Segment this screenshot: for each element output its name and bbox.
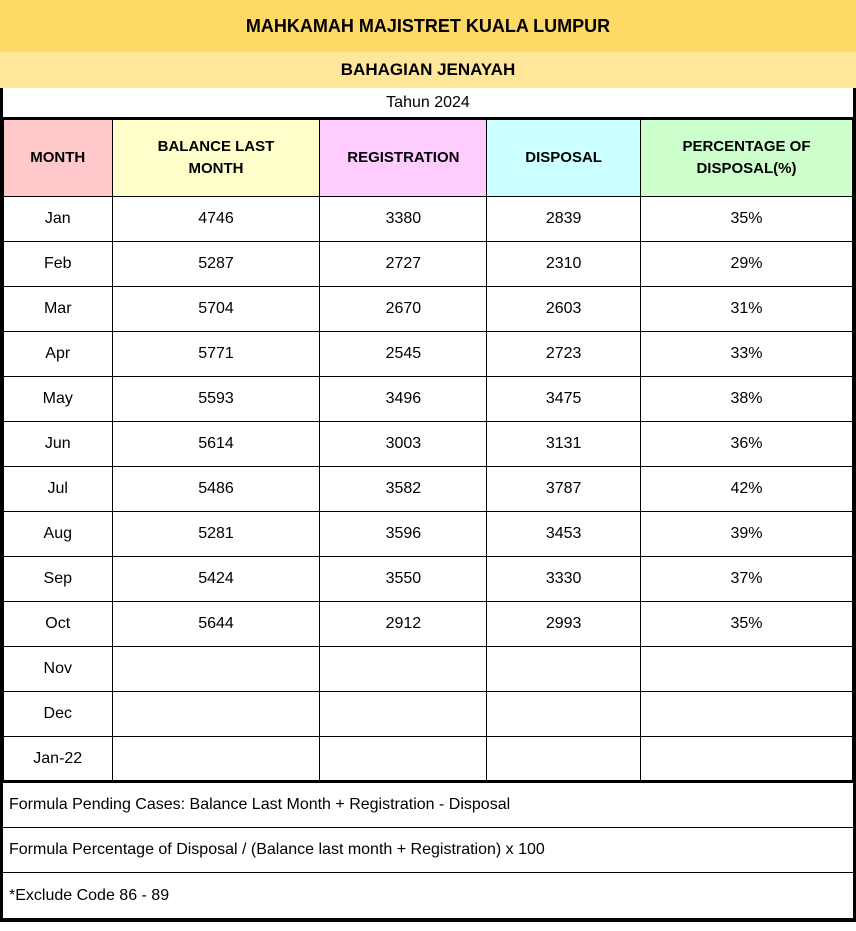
cell-month: Jan bbox=[3, 196, 113, 242]
cell-month: Sep bbox=[3, 556, 113, 602]
formula-percentage-note: Formula Percentage of Disposal / (Balanc… bbox=[3, 828, 853, 873]
cell-registration: 2545 bbox=[319, 331, 488, 377]
cell-balance-last-month: 5614 bbox=[111, 421, 321, 467]
cell-disposal bbox=[486, 646, 641, 692]
col-header-disposal: DISPOSAL bbox=[486, 118, 641, 197]
cell-balance-last-month: 5424 bbox=[111, 556, 321, 602]
table-row: Mar 5704 2670 2603 31% bbox=[3, 286, 854, 332]
col-header-balance-label: BALANCE LAST MONTH bbox=[157, 138, 275, 177]
table-row: May 5593 3496 3475 38% bbox=[3, 376, 854, 422]
cell-registration: 2670 bbox=[319, 286, 488, 332]
table-row: Sep 5424 3550 3330 37% bbox=[3, 556, 854, 602]
cell-balance-last-month bbox=[111, 736, 321, 782]
cell-registration: 3003 bbox=[319, 421, 488, 467]
report-year: Tahun 2024 bbox=[3, 88, 853, 117]
cell-balance-last-month: 5281 bbox=[111, 511, 321, 557]
col-header-balance-last-month: BALANCE LAST MONTH bbox=[111, 118, 321, 197]
cell-month: Jun bbox=[3, 421, 113, 467]
cell-balance-last-month bbox=[111, 691, 321, 737]
cell-percentage-of-disposal: 39% bbox=[639, 511, 854, 557]
table-row: Oct 5644 2912 2993 35% bbox=[3, 601, 854, 647]
cell-registration bbox=[319, 646, 488, 692]
cell-month: Feb bbox=[3, 241, 113, 287]
cell-month: Jul bbox=[3, 466, 113, 512]
cell-disposal: 3787 bbox=[486, 466, 641, 512]
table-container: Tahun 2024 MONTH BALANCE LAST MONTH bbox=[0, 88, 856, 922]
cell-disposal: 2603 bbox=[486, 286, 641, 332]
cell-disposal: 2310 bbox=[486, 241, 641, 287]
cell-disposal: 3475 bbox=[486, 376, 641, 422]
cell-registration bbox=[319, 691, 488, 737]
cell-registration: 2912 bbox=[319, 601, 488, 647]
col-header-month-label: MONTH bbox=[30, 149, 86, 167]
col-header-percentage-of-disposal: PERCENTAGE OF DISPOSAL(%) bbox=[639, 118, 854, 197]
table-row: Nov bbox=[3, 646, 854, 692]
cell-percentage-of-disposal: 29% bbox=[639, 241, 854, 287]
cell-balance-last-month: 5593 bbox=[111, 376, 321, 422]
cell-disposal: 3330 bbox=[486, 556, 641, 602]
cell-percentage-of-disposal: 42% bbox=[639, 466, 854, 512]
cases-table: MONTH BALANCE LAST MONTH REGISTRATION DI… bbox=[3, 117, 854, 783]
cell-balance-last-month: 5704 bbox=[111, 286, 321, 332]
col-header-disposal-label: DISPOSAL bbox=[525, 149, 602, 167]
cell-month: Mar bbox=[3, 286, 113, 332]
cell-month: May bbox=[3, 376, 113, 422]
cell-percentage-of-disposal bbox=[639, 646, 854, 692]
table-row: Apr 5771 2545 2723 33% bbox=[3, 331, 854, 377]
cell-month: Apr bbox=[3, 331, 113, 377]
cell-registration: 3380 bbox=[319, 196, 488, 242]
cell-balance-last-month: 4746 bbox=[111, 196, 321, 242]
cell-disposal: 3131 bbox=[486, 421, 641, 467]
report-division-subtitle: BAHAGIAN JENAYAH bbox=[0, 52, 856, 88]
formula-pending-cases-note: Formula Pending Cases: Balance Last Mont… bbox=[3, 783, 853, 828]
cell-percentage-of-disposal: 33% bbox=[639, 331, 854, 377]
col-header-registration-label: REGISTRATION bbox=[347, 149, 460, 167]
cell-disposal: 3453 bbox=[486, 511, 641, 557]
table-row: Jan 4746 3380 2839 35% bbox=[3, 196, 854, 242]
cell-registration bbox=[319, 736, 488, 782]
cell-month: Dec bbox=[3, 691, 113, 737]
cell-balance-last-month bbox=[111, 646, 321, 692]
table-row: Feb 5287 2727 2310 29% bbox=[3, 241, 854, 287]
cell-disposal bbox=[486, 691, 641, 737]
cell-percentage-of-disposal: 35% bbox=[639, 196, 854, 242]
cell-disposal: 2839 bbox=[486, 196, 641, 242]
col-header-month: MONTH bbox=[3, 118, 113, 197]
report-title: MAHKAMAH MAJISTRET KUALA LUMPUR bbox=[0, 0, 856, 52]
col-header-registration: REGISTRATION bbox=[319, 118, 488, 197]
cell-registration: 3550 bbox=[319, 556, 488, 602]
cell-registration: 2727 bbox=[319, 241, 488, 287]
cell-percentage-of-disposal bbox=[639, 736, 854, 782]
table-row: Aug 5281 3596 3453 39% bbox=[3, 511, 854, 557]
cell-percentage-of-disposal: 37% bbox=[639, 556, 854, 602]
cell-month: Oct bbox=[3, 601, 113, 647]
cell-percentage-of-disposal: 35% bbox=[639, 601, 854, 647]
table-row: Jun 5614 3003 3131 36% bbox=[3, 421, 854, 467]
cell-percentage-of-disposal: 31% bbox=[639, 286, 854, 332]
table-header-row: MONTH BALANCE LAST MONTH REGISTRATION DI… bbox=[3, 118, 854, 197]
cell-month: Nov bbox=[3, 646, 113, 692]
cell-balance-last-month: 5771 bbox=[111, 331, 321, 377]
cell-disposal: 2993 bbox=[486, 601, 641, 647]
table-row: Jul 5486 3582 3787 42% bbox=[3, 466, 854, 512]
table-row: Dec bbox=[3, 691, 854, 737]
cell-registration: 3582 bbox=[319, 466, 488, 512]
table-row: Jan-22 bbox=[3, 736, 854, 782]
cell-month: Jan-22 bbox=[3, 736, 113, 782]
cell-percentage-of-disposal: 38% bbox=[639, 376, 854, 422]
cell-balance-last-month: 5287 bbox=[111, 241, 321, 287]
exclude-code-note: *Exclude Code 86 - 89 bbox=[3, 873, 853, 918]
table-body: Jan 4746 3380 2839 35% Feb 5287 2727 2310 29% Mar 5… bbox=[3, 196, 854, 782]
col-header-percentage-label: PERCENTAGE OF DISPOSAL(%) bbox=[682, 138, 811, 177]
cell-percentage-of-disposal: 36% bbox=[639, 421, 854, 467]
cell-disposal: 2723 bbox=[486, 331, 641, 377]
cell-percentage-of-disposal bbox=[639, 691, 854, 737]
cell-disposal bbox=[486, 736, 641, 782]
cell-registration: 3596 bbox=[319, 511, 488, 557]
cell-month: Aug bbox=[3, 511, 113, 557]
cell-balance-last-month: 5486 bbox=[111, 466, 321, 512]
cell-balance-last-month: 5644 bbox=[111, 601, 321, 647]
cell-registration: 3496 bbox=[319, 376, 488, 422]
